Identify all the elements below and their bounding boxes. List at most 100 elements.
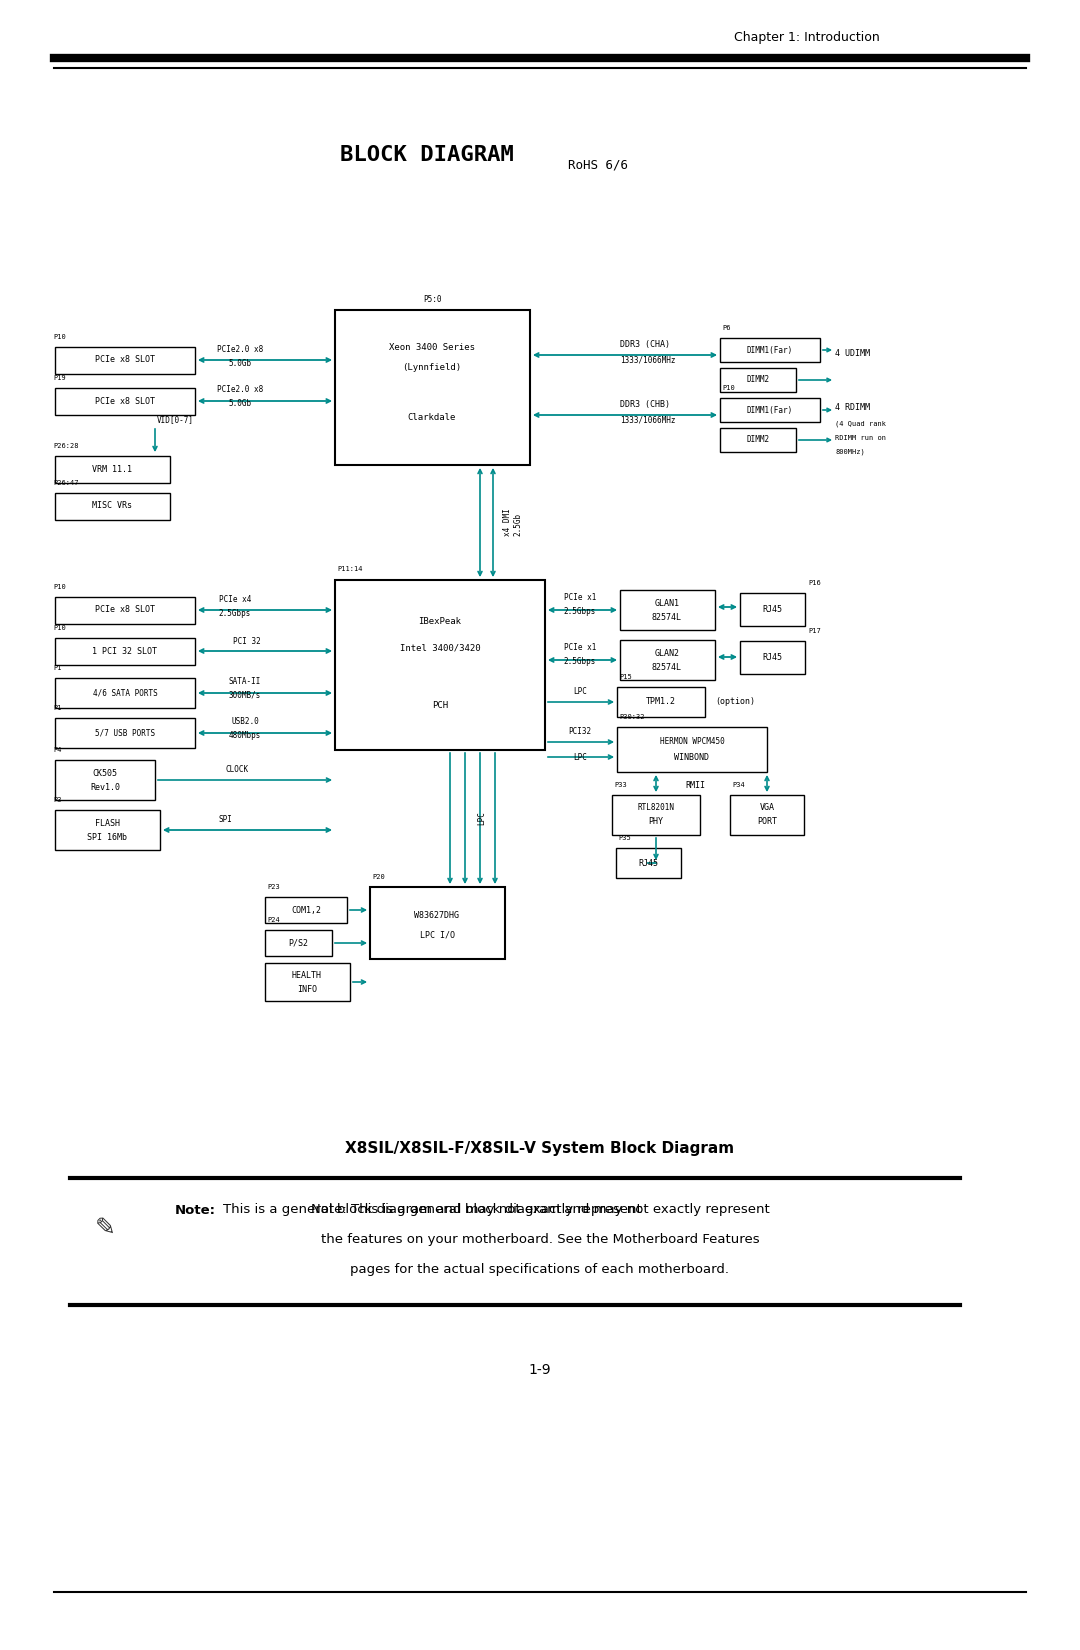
Text: CK505: CK505 [93,769,118,777]
Text: (4 Quad rank: (4 Quad rank [835,421,886,427]
Text: Rev1.0: Rev1.0 [90,784,120,792]
Text: MISC VRs: MISC VRs [92,502,132,510]
Text: 1333/1066MHz: 1333/1066MHz [620,355,675,365]
Text: X8SIL/X8SIL-F/X8SIL-V System Block Diagram: X8SIL/X8SIL-F/X8SIL-V System Block Diagr… [346,1140,734,1155]
Bar [55,493,170,520]
Text: PCIe x4: PCIe x4 [219,594,252,604]
Text: INFO: INFO [297,985,318,995]
Bar [55,678,195,708]
Bar [720,338,820,361]
Text: P16: P16 [808,581,821,586]
Text: (Lynnfield): (Lynnfield) [403,363,461,373]
Text: DIMM1(Far): DIMM1(Far) [747,406,793,414]
Text: 2.5Gbps: 2.5Gbps [219,609,252,617]
Text: P35: P35 [618,835,631,842]
Text: P30:32: P30:32 [619,714,645,719]
Text: 4/6 SATA PORTS: 4/6 SATA PORTS [93,688,158,698]
Text: PCH: PCH [432,701,448,710]
Text: RoHS 6/6: RoHS 6/6 [568,158,627,172]
Text: Note: This is a general block diagram and may not exactly represent: Note: This is a general block diagram an… [311,1203,769,1216]
Text: 1 PCI 32 SLOT: 1 PCI 32 SLOT [93,647,158,655]
Text: P17: P17 [808,629,821,634]
Text: P10: P10 [53,333,66,340]
Text: Clarkdale: Clarkdale [408,414,456,422]
Text: 480Mbps: 480Mbps [229,731,261,739]
Text: P5:0: P5:0 [422,295,442,305]
Text: PCIe2.0 x8: PCIe2.0 x8 [217,345,264,353]
Text: HEALTH: HEALTH [292,972,322,980]
Bar [370,888,505,959]
Text: FLASH: FLASH [95,818,120,828]
Text: TPM1.2: TPM1.2 [646,698,676,706]
Text: P10: P10 [53,584,66,591]
Text: P26:28: P26:28 [53,442,79,449]
Text: PCIe2.0 x8: PCIe2.0 x8 [217,386,264,394]
Text: DDR3 (CHB): DDR3 (CHB) [620,401,670,409]
Text: HERMON WPCM450: HERMON WPCM450 [660,738,725,746]
Text: 82574L: 82574L [652,612,681,622]
Bar [617,686,705,718]
Bar [620,640,715,680]
Text: VRM 11.1: VRM 11.1 [92,465,132,474]
Text: P/S2: P/S2 [288,939,308,947]
Text: LPC I/O: LPC I/O [419,931,455,939]
Bar [740,640,805,673]
Text: 82574L: 82574L [652,663,681,672]
Bar [335,581,545,751]
Bar [55,346,195,375]
Text: P4: P4 [53,747,62,752]
Text: P34: P34 [732,782,745,789]
Bar [55,810,160,850]
Text: 1333/1066MHz: 1333/1066MHz [620,416,675,424]
Text: pages for the actual specifications of each motherboard.: pages for the actual specifications of e… [351,1264,729,1277]
Text: x4 DMI
2.5Gb: x4 DMI 2.5Gb [503,508,523,536]
Bar [720,368,796,393]
Text: RJ45: RJ45 [638,858,658,868]
Bar [55,455,170,483]
Text: P10: P10 [53,625,66,630]
Text: SATA-II: SATA-II [229,676,261,685]
Text: DIMM2: DIMM2 [746,376,770,384]
Bar [620,591,715,630]
Text: SPI: SPI [218,815,232,825]
Text: VID[0-7]: VID[0-7] [157,416,193,424]
Text: P1: P1 [53,665,62,672]
Text: 4 RDIMM: 4 RDIMM [835,404,870,412]
Text: VGA: VGA [759,804,774,812]
Text: P20: P20 [372,874,384,879]
Text: P23: P23 [267,884,280,889]
Text: PCI32: PCI32 [568,728,592,736]
Bar [55,388,195,416]
Text: RMII: RMII [685,780,705,789]
Text: RTL8201N: RTL8201N [637,804,675,812]
Text: 1-9: 1-9 [529,1363,551,1378]
Text: PCIe x8 SLOT: PCIe x8 SLOT [95,396,156,406]
Text: 5/7 USB PORTS: 5/7 USB PORTS [95,729,156,738]
Text: 2.5Gbps: 2.5Gbps [564,607,596,617]
Text: P19: P19 [53,375,66,381]
Text: GLAN1: GLAN1 [654,599,679,607]
Text: BLOCK DIAGRAM: BLOCK DIAGRAM [340,145,514,165]
Bar [55,639,195,665]
Text: PORT: PORT [757,817,777,827]
Text: P26:47: P26:47 [53,480,79,487]
Text: 5.0Gb: 5.0Gb [229,358,252,368]
Text: Chapter 1: Introduction: Chapter 1: Introduction [734,31,880,45]
Text: P33: P33 [615,782,626,789]
Text: W83627DHG: W83627DHG [415,911,459,919]
Bar [335,310,530,465]
Bar [720,427,796,452]
Text: RJ45: RJ45 [762,604,782,614]
Text: LPC: LPC [573,752,586,762]
Text: 5.0Gb: 5.0Gb [229,399,252,409]
Text: LPC: LPC [477,812,486,825]
Text: ✎: ✎ [95,1216,116,1241]
Text: PHY: PHY [648,817,663,827]
Text: 2.5Gbps: 2.5Gbps [564,657,596,667]
Text: 300MB/s: 300MB/s [229,690,261,700]
Text: SPI 16Mb: SPI 16Mb [87,833,127,843]
Text: PCI 32: PCI 32 [233,637,261,645]
Bar [617,728,767,772]
Text: DIMM2: DIMM2 [746,436,770,444]
Text: P10: P10 [723,384,734,391]
